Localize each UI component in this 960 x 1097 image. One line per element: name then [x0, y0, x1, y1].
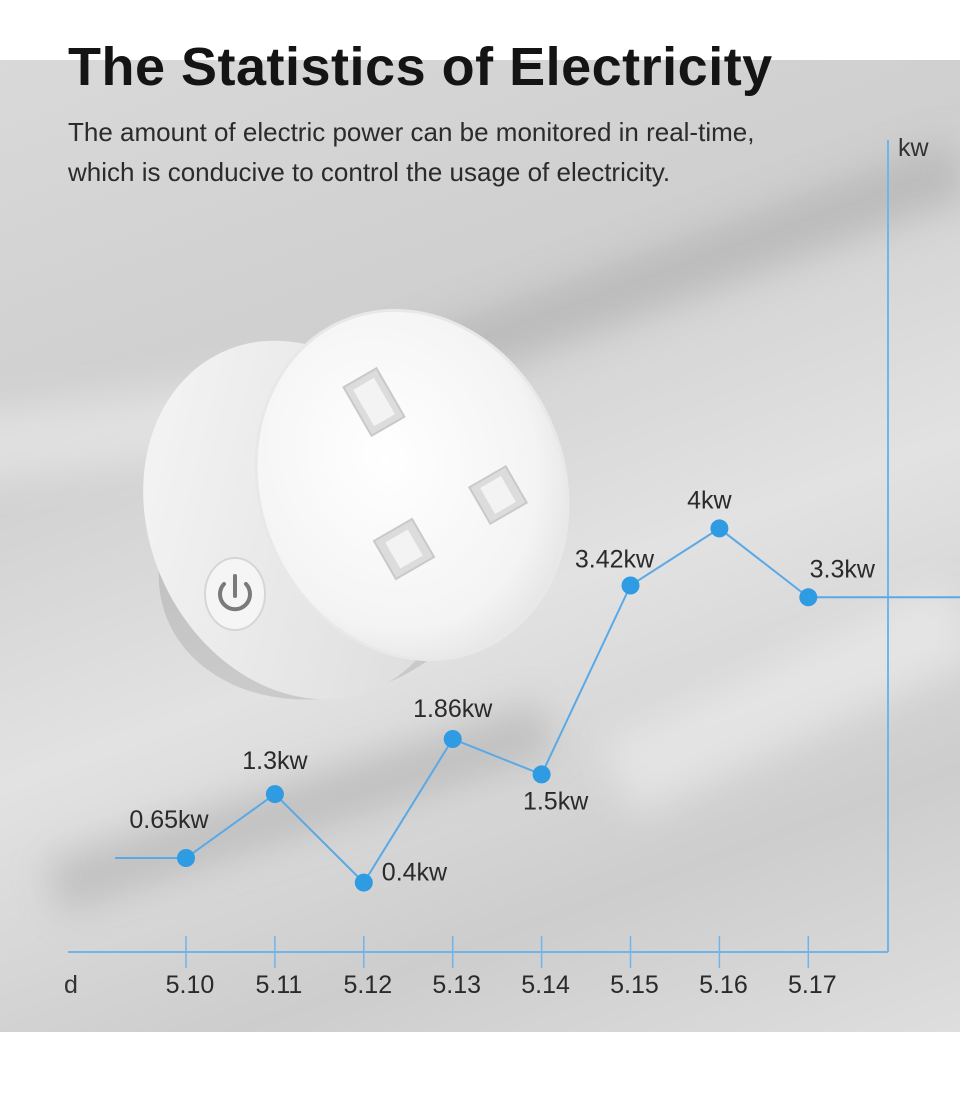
data-point-5.12 [354, 873, 373, 892]
data-label-5.10: 0.65kw [129, 806, 209, 834]
smart-plug-image [143, 308, 570, 700]
x-tick-label-5.17: 5.17 [788, 971, 837, 999]
chart-axes: d kw 5.10 5.11 5.12 5.13 5.14 5.15 5.16 5.17 [64, 134, 930, 999]
data-label-5.11: 1.3kw [242, 747, 308, 775]
data-point-5.13 [443, 730, 462, 748]
data-point-5.17 [799, 588, 818, 607]
series-line [114, 527, 960, 885]
page-title: The Statistics of Electricity [68, 37, 773, 97]
power-icon [204, 557, 266, 631]
x-tick-label-5.16: 5.16 [699, 971, 748, 999]
x-tick-label-5.12: 5.12 [343, 971, 392, 999]
x-tick-label-5.15: 5.15 [610, 971, 659, 999]
data-point-5.15 [621, 576, 640, 595]
page-subtitle: The amount of electric power can be moni… [68, 112, 888, 192]
subtitle-line-1: The amount of electric power can be moni… [68, 117, 755, 147]
y-axis-label: kw [898, 134, 930, 162]
data-label-5.17: 3.3kw [810, 555, 876, 583]
data-point-5.14 [532, 765, 551, 784]
chart-series [114, 519, 960, 892]
data-label-5.12: 0.4kw [382, 859, 448, 887]
data-label-5.13: 1.86kw [413, 695, 493, 723]
subtitle-line-2: which is conducive to control the usage … [68, 157, 671, 187]
x-tick-label-5.13: 5.13 [432, 971, 481, 999]
data-label-5.16: 4kw [687, 486, 732, 514]
data-point-5.10 [177, 849, 195, 867]
chart-labels: 0.65kw 1.3kw 0.4kw 1.86kw 1.5kw 3.42kw 4kw 3.3k… [129, 486, 876, 886]
x-axis-label: d [64, 971, 78, 999]
x-tick-label-5.11: 5.11 [255, 971, 302, 999]
data-point-5.16 [710, 519, 729, 538]
data-label-5.14: 1.5kw [523, 787, 589, 815]
data-label-5.15: 3.42kw [575, 546, 655, 574]
data-point-5.11 [265, 785, 284, 804]
x-tick-label-5.10: 5.10 [166, 971, 215, 999]
x-tick-label-5.14: 5.14 [521, 971, 570, 999]
